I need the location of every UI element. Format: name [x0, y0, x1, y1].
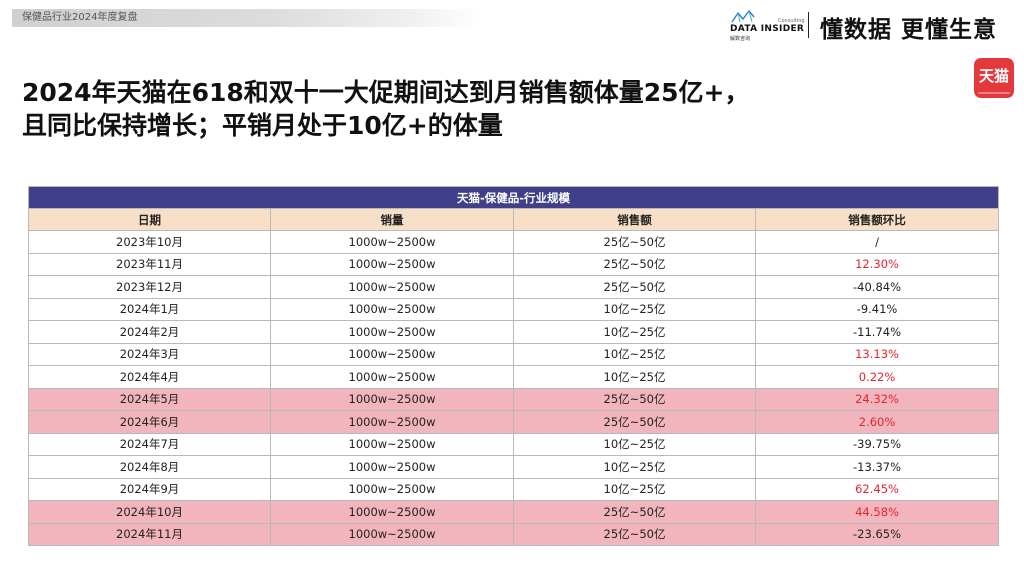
tmall-icon: 天猫: [974, 58, 1014, 98]
cell-sales: 25亿~50亿: [513, 522, 756, 546]
cell-date: 2024年2月: [28, 320, 271, 344]
table-row: 2023年12月 1000w~2500w 25亿~50亿 -40.84%: [28, 275, 1000, 299]
logo-name: DATA INSIDER: [730, 24, 805, 34]
cell-date: 2024年1月: [28, 297, 271, 321]
cell-sales: 25亿~50亿: [513, 410, 756, 434]
cell-volume: 1000w~2500w: [270, 275, 514, 299]
cell-date: 2024年5月: [28, 387, 271, 411]
cell-volume: 1000w~2500w: [270, 455, 514, 479]
column-header-date: 日期: [28, 208, 271, 231]
logo-subname: 解数咨询: [730, 36, 751, 42]
table-row: 2024年2月 1000w~2500w 10亿~25亿 -11.74%: [28, 320, 1000, 344]
slogan: 懂数据 更懂生意: [820, 17, 998, 43]
table-row: 2024年1月 1000w~2500w 10亿~25亿 -9.41%: [28, 297, 1000, 321]
cell-mom: -23.65%: [754, 522, 1000, 546]
cell-mom: -13.37%: [754, 455, 1000, 479]
table-row: 2024年6月 1000w~2500w 25亿~50亿 2.60%: [28, 410, 1000, 434]
cell-sales: 25亿~50亿: [513, 230, 756, 254]
cell-volume: 1000w~2500w: [270, 252, 514, 276]
report-tag: 保健品行业2024年度复盘: [12, 9, 480, 27]
cell-mom: /: [754, 230, 1000, 254]
cell-date: 2024年7月: [28, 432, 271, 456]
table-row: 2024年3月 1000w~2500w 10亿~25亿 13.13%: [28, 342, 1000, 366]
cell-mom: 24.32%: [754, 387, 1000, 411]
cell-mom: -11.74%: [754, 320, 1000, 344]
column-header-mom: 销售额环比: [754, 208, 1000, 231]
table-body: 2023年10月 1000w~2500w 25亿~50亿/2023年11月 1000w…: [28, 230, 1000, 546]
cell-sales: 10亿~25亿: [513, 477, 756, 501]
cell-date: 2023年12月: [28, 275, 271, 299]
table-row: 2024年11月 1000w~2500w 25亿~50亿 -23.65%: [28, 522, 1000, 546]
cell-mom: -40.84%: [754, 275, 1000, 299]
logo-consulting: Consulting: [778, 18, 805, 24]
cell-date: 2024年10月: [28, 500, 271, 524]
cell-volume: 1000w~2500w: [270, 230, 514, 254]
cell-volume: 1000w~2500w: [270, 410, 514, 434]
cell-volume: 1000w~2500w: [270, 500, 514, 524]
cell-mom: 0.22%: [754, 365, 1000, 389]
cell-sales: 10亿~25亿: [513, 432, 756, 456]
cell-mom: 44.58%: [754, 500, 1000, 524]
cell-volume: 1000w~2500w: [270, 522, 514, 546]
cell-sales: 25亿~50亿: [513, 500, 756, 524]
cell-sales: 25亿~50亿: [513, 275, 756, 299]
column-header-volume: 销量: [270, 208, 514, 231]
page-title-line-1: 2024年天猫在618和双十一大促期间达到月销售额体量25亿+，: [22, 78, 750, 107]
logo-mark-icon: [731, 10, 755, 23]
cell-volume: 1000w~2500w: [270, 387, 514, 411]
cell-sales: 25亿~50亿: [513, 387, 756, 411]
cell-date: 2023年11月: [28, 252, 271, 276]
cell-volume: 1000w~2500w: [270, 365, 514, 389]
cell-volume: 1000w~2500w: [270, 342, 514, 366]
table-row: 2023年11月 1000w~2500w 25亿~50亿 12.30%: [28, 252, 1000, 276]
table-title: 天猫-保健品-行业规模: [27, 186, 1000, 209]
cell-mom: -39.75%: [754, 432, 1000, 456]
cell-date: 2024年3月: [28, 342, 271, 366]
table-row: 2024年8月 1000w~2500w 10亿~25亿 -13.37%: [28, 455, 1000, 479]
cell-volume: 1000w~2500w: [270, 432, 514, 456]
cell-mom: -9.41%: [754, 297, 1000, 321]
cell-mom: 2.60%: [754, 410, 1000, 434]
cell-volume: 1000w~2500w: [270, 320, 514, 344]
cell-mom: 62.45%: [754, 477, 1000, 501]
cell-date: 2023年10月: [28, 230, 271, 254]
cell-sales: 25亿~50亿: [513, 252, 756, 276]
cell-sales: 10亿~25亿: [513, 365, 756, 389]
table-row: 2024年9月 1000w~2500w 10亿~25亿 62.45%: [28, 477, 1000, 501]
cell-date: 2024年9月: [28, 477, 271, 501]
cell-date: 2024年4月: [28, 365, 271, 389]
column-header-sales: 销售额: [513, 208, 756, 231]
cell-date: 2024年11月: [28, 522, 271, 546]
cell-sales: 10亿~25亿: [513, 297, 756, 321]
cell-volume: 1000w~2500w: [270, 477, 514, 501]
cell-sales: 10亿~25亿: [513, 342, 756, 366]
table-row: 2024年7月 1000w~2500w 10亿~25亿 -39.75%: [28, 432, 1000, 456]
page-title: 2024年天猫在618和双十一大促期间达到月销售额体量25亿+， 且同比保持增长…: [22, 76, 962, 142]
page-title-line-2: 且同比保持增长；平销月处于10亿+的体量: [22, 111, 503, 140]
data-insider-logo: Consulting DATA INSIDER 解数咨询: [730, 10, 805, 42]
table-row: 2023年10月 1000w~2500w 25亿~50亿 /: [28, 230, 1000, 254]
cell-date: 2024年8月: [28, 455, 271, 479]
cell-volume: 1000w~2500w: [270, 297, 514, 321]
cell-mom: 13.13%: [754, 342, 1000, 366]
table-row: 2024年10月 1000w~2500w 25亿~50亿 44.58%: [28, 500, 1000, 524]
cell-mom: 12.30%: [754, 252, 1000, 276]
cell-date: 2024年6月: [28, 410, 271, 434]
industry-scale-table: 天猫-保健品-行业规模 日期 销量 销售额 销售额环比 2023年10月 1000…: [27, 186, 1000, 546]
cell-sales: 10亿~25亿: [513, 320, 756, 344]
table-row: 2024年4月 1000w~2500w 10亿~25亿 0.22%: [28, 365, 1000, 389]
table-row: 2024年5月 1000w~2500w 25亿~50亿 24.32%: [28, 387, 1000, 411]
cell-sales: 10亿~25亿: [513, 455, 756, 479]
header-divider: [808, 12, 809, 38]
